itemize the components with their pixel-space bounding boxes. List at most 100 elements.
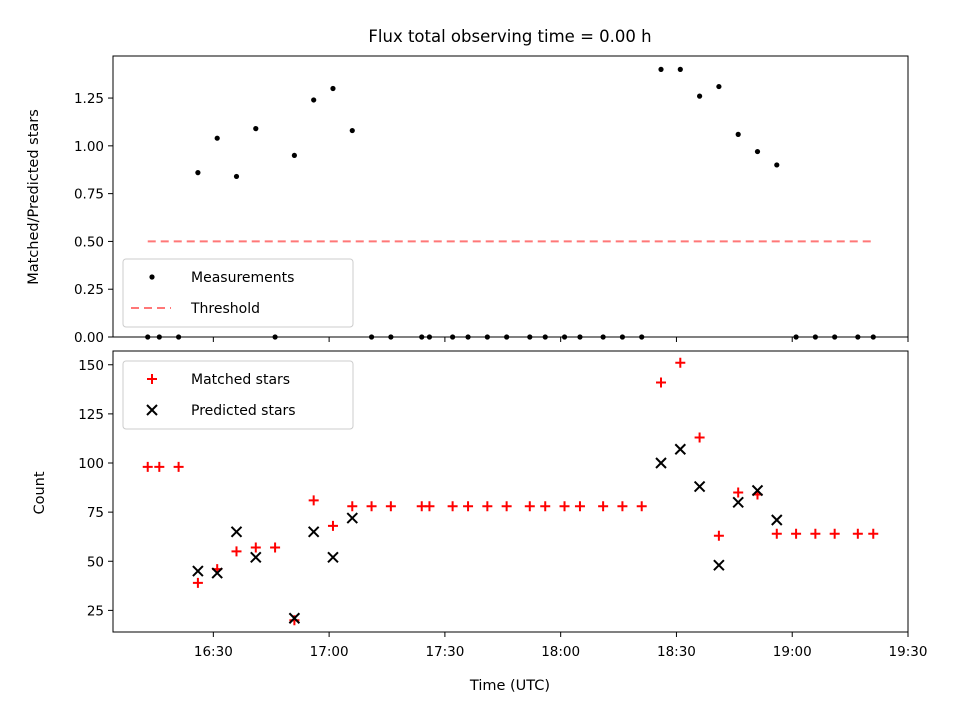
measurement-point: [156, 334, 162, 340]
matched-star-point: [463, 501, 474, 512]
top-ylabel: Matched/Predicted stars: [26, 109, 42, 285]
measurement-point: [465, 334, 471, 340]
predicted-star-point: [655, 457, 667, 469]
measurement-point: [349, 127, 355, 134]
predicted-star-point: [288, 612, 301, 624]
y-tick-label: 125: [78, 407, 104, 423]
measurement-point: [793, 334, 799, 340]
legend-entry-label: Threshold: [190, 301, 260, 317]
measurement-point: [619, 334, 626, 340]
measurement-point: [812, 334, 818, 340]
y-tick-label: 150: [78, 358, 104, 374]
predicted-star-point: [751, 484, 764, 497]
measurement-point: [561, 334, 568, 340]
matched-star-point: [270, 542, 281, 553]
predicted-star-point: [211, 567, 223, 579]
matched-star-point: [852, 528, 863, 539]
measurement-point: [774, 162, 780, 168]
measurement-point: [419, 334, 425, 340]
matched-star-point: [447, 501, 458, 512]
predicted-star-point: [693, 480, 706, 493]
predicted-star-point: [307, 526, 320, 538]
bottom-ylabel: Count: [32, 471, 48, 514]
legend: Measurements Threshold: [122, 258, 354, 328]
y-tick-label: 50: [87, 554, 104, 570]
measurement-point: [330, 85, 336, 92]
measurement-point: [504, 334, 510, 340]
measurement-point: [754, 148, 761, 155]
measurement-point: [388, 334, 394, 340]
y-tick-label: 25: [87, 603, 104, 619]
matched-star-point: [598, 501, 609, 512]
bottom-plot: 25 50 75 100 125 150 16:30 17:00 17:30 18:00 18:30…: [78, 350, 928, 660]
x-tick-label: 19:30: [889, 644, 928, 660]
legend-plus-marker: [147, 374, 157, 384]
y-tick-label: 1.00: [74, 139, 104, 155]
matched-star-point: [540, 501, 551, 512]
predicted-star-point: [732, 496, 744, 509]
predicted-star-point: [771, 514, 783, 526]
legend-x-marker: [146, 404, 158, 416]
measurement-point: [426, 334, 433, 340]
matched-star-point: [810, 528, 821, 539]
measurement-point: [253, 126, 259, 132]
matched-star-point: [713, 530, 724, 541]
measurement-point: [855, 334, 861, 340]
measurement-point: [600, 334, 606, 340]
matched-star-point: [524, 501, 535, 512]
measurement-point: [484, 334, 490, 340]
legend-entry-label: Predicted stars: [191, 403, 296, 419]
measurement-point: [677, 66, 683, 72]
measurement-point: [577, 334, 583, 340]
measurement-point: [735, 131, 741, 137]
matched-star-point: [424, 501, 435, 512]
matched-star-point: [656, 377, 667, 388]
x-tick-label: 16:30: [194, 644, 233, 660]
plot-frame: [112, 350, 909, 633]
measurement-point: [195, 170, 201, 176]
legend-entry-label: Matched stars: [191, 372, 290, 388]
legend-frame: [122, 258, 354, 328]
predicted-star-point: [230, 526, 243, 538]
matched-star-point: [829, 528, 840, 539]
predicted-star-point: [674, 443, 687, 455]
x-tick-label: 19:00: [773, 644, 812, 660]
y-tick-label: 0.50: [74, 234, 104, 250]
predicted-star-point: [192, 565, 204, 577]
measurement-point: [291, 152, 297, 159]
top-chart-title: Flux total observing time = 0.00 h: [368, 27, 651, 46]
measurement-point: [832, 334, 838, 340]
y-tick-label: 0.25: [74, 282, 104, 298]
x-tick-label: 18:00: [541, 644, 580, 660]
matched-star-point: [366, 501, 377, 512]
matched-star-point: [192, 577, 203, 588]
matched-star-point: [154, 461, 165, 472]
matched-star-point: [733, 487, 744, 498]
measurement-point: [311, 97, 317, 103]
legend-frame: [122, 360, 354, 430]
matched-star-point: [501, 501, 512, 512]
matched-star-point: [231, 546, 242, 557]
y-tick-label: 0.00: [74, 330, 104, 346]
matched-star-point: [385, 501, 396, 512]
x-tick-label: 18:30: [657, 644, 696, 660]
measurement-point: [233, 173, 240, 180]
matched-star-point: [308, 495, 319, 506]
matched-star-point: [771, 528, 782, 539]
matched-star-point: [347, 501, 358, 512]
predicted-star-point: [327, 551, 339, 564]
matched-star-point: [559, 501, 570, 512]
bottom-xlabel: Time (UTC): [469, 678, 550, 694]
measurement-point: [272, 334, 278, 340]
matched-star-point: [482, 501, 493, 512]
measurement-point: [870, 334, 876, 340]
measurement-point: [450, 334, 456, 340]
matched-star-point: [791, 528, 802, 539]
y-tick-label: 1.25: [74, 91, 104, 107]
predicted-star-point: [713, 559, 725, 571]
matched-star-point: [694, 432, 705, 443]
measurement-point: [145, 334, 151, 340]
measurement-point: [368, 334, 375, 340]
legend-dot-marker: [149, 274, 155, 280]
measurement-point: [542, 334, 548, 340]
